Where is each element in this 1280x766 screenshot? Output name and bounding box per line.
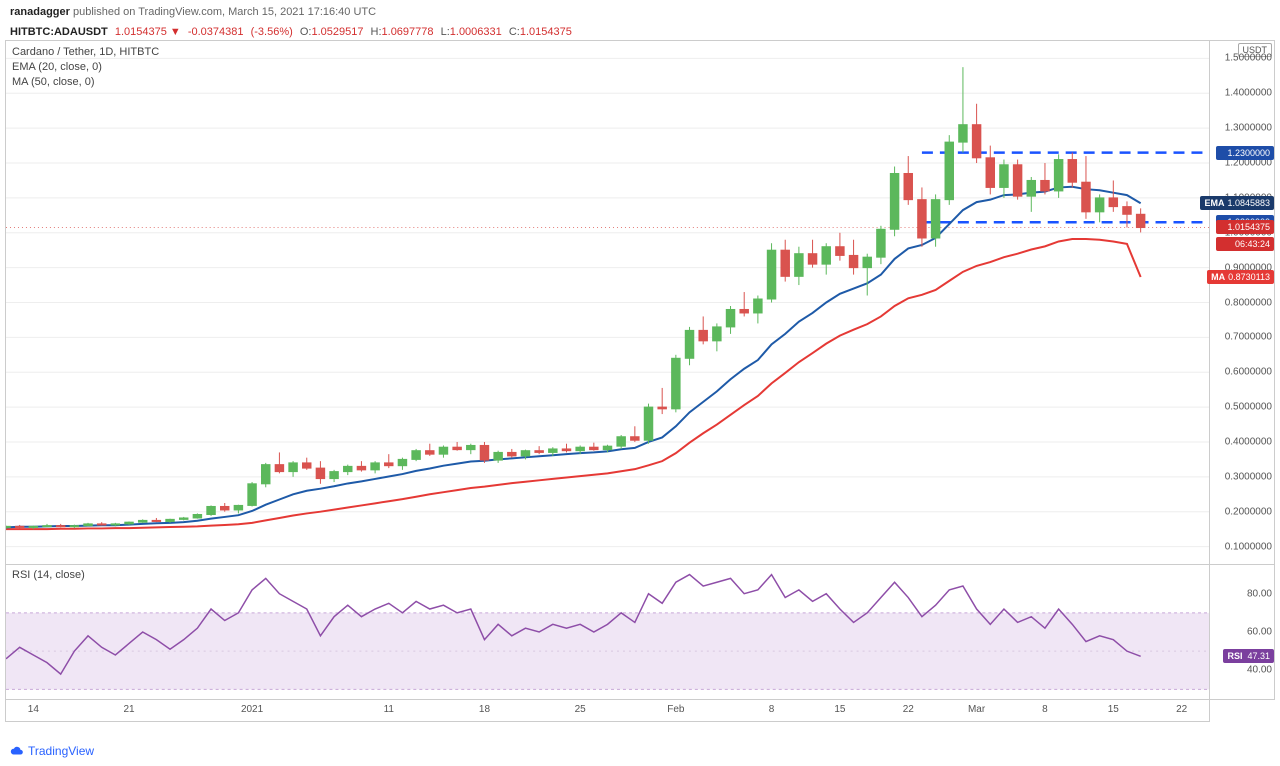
legend-ma: MA (50, close, 0) xyxy=(12,75,159,90)
x-tick-label: Feb xyxy=(667,704,684,715)
x-tick-label: 8 xyxy=(769,704,775,715)
price-tag: EMA1.0845883 xyxy=(1200,196,1274,210)
ticker-change-pct: (-3.56%) xyxy=(251,26,293,38)
x-tick-label: 25 xyxy=(575,704,586,715)
y-tick-label: 1.5000000 xyxy=(1225,53,1272,64)
ohlc-c-label: C: xyxy=(509,26,520,38)
down-arrow-icon: ▼ xyxy=(170,26,181,38)
x-tick-label: 15 xyxy=(1108,704,1119,715)
x-tick-label: 22 xyxy=(903,704,914,715)
ohlc-h-label: H: xyxy=(371,26,382,38)
y-tick-label: 0.5000000 xyxy=(1225,402,1272,413)
price-chart-area[interactable]: Cardano / Tether, 1D, HITBTC EMA (20, cl… xyxy=(6,41,1209,564)
ohlc-l-label: L: xyxy=(441,26,450,38)
ohlc-c: 1.0154375 xyxy=(520,26,572,38)
price-y-axis[interactable]: USDT 0.10000000.20000000.30000000.400000… xyxy=(1209,41,1274,564)
rsi-chart-area[interactable]: RSI (14, close) xyxy=(6,565,1209,699)
timestamp: March 15, 2021 17:16:40 UTC xyxy=(228,6,376,18)
y-tick-label: 0.1000000 xyxy=(1225,541,1272,552)
price-svg xyxy=(6,41,1209,564)
price-chart[interactable]: Cardano / Tether, 1D, HITBTC EMA (20, cl… xyxy=(5,40,1275,565)
tradingview-logo[interactable]: TradingView xyxy=(10,744,94,758)
ohlc-h: 1.0697778 xyxy=(382,26,434,38)
x-tick-label: 15 xyxy=(834,704,845,715)
ohlc-o-label: O: xyxy=(300,26,312,38)
legend-title: Cardano / Tether, 1D, HITBTC xyxy=(12,45,159,60)
ticker-price: 1.0154375 xyxy=(115,26,167,38)
rsi-tick-label: 40.00 xyxy=(1247,665,1272,676)
x-tick-label: 2021 xyxy=(241,704,263,715)
ticker-line: HITBTC:ADAUSDT 1.0154375 ▼ -0.0374381 (-… xyxy=(0,24,1280,40)
time-axis[interactable]: 14 21 2021 11 18 25 Feb 8 15 22 Mar 8 15 22 xyxy=(5,700,1210,722)
ticker-change: -0.0374381 xyxy=(188,26,244,38)
y-tick-label: 1.3000000 xyxy=(1225,123,1272,134)
y-tick-label: 0.7000000 xyxy=(1225,332,1272,343)
ticker-symbol: HITBTC:ADAUSDT xyxy=(10,26,108,38)
rsi-tick-label: 60.00 xyxy=(1247,627,1272,638)
y-tick-label: 0.2000000 xyxy=(1225,506,1272,517)
ohlc-l: 1.0006331 xyxy=(450,26,502,38)
rsi-legend: RSI (14, close) xyxy=(12,569,85,581)
price-tag: 1.0154375 xyxy=(1216,220,1274,234)
x-tick-label: 18 xyxy=(479,704,490,715)
rsi-chart[interactable]: RSI (14, close) 40.00 60.00 80.00 RSI 47.31 xyxy=(5,565,1275,700)
x-tick-label: Mar xyxy=(968,704,985,715)
x-tick-label: 22 xyxy=(1176,704,1187,715)
y-tick-label: 0.4000000 xyxy=(1225,436,1272,447)
y-tick-label: 1.4000000 xyxy=(1225,88,1272,99)
cloud-icon xyxy=(10,744,24,758)
price-tag: 1.2300000 xyxy=(1216,146,1274,160)
rsi-tick-label: 80.00 xyxy=(1247,588,1272,599)
legend-ema: EMA (20, close, 0) xyxy=(12,60,159,75)
rsi-svg xyxy=(6,565,1209,699)
y-tick-label: 0.3000000 xyxy=(1225,471,1272,482)
x-tick-label: 8 xyxy=(1042,704,1048,715)
x-tick-label: 21 xyxy=(123,704,134,715)
price-tag: MA0.8730113 xyxy=(1207,270,1274,284)
x-tick-label: 11 xyxy=(384,704,394,715)
ohlc-o: 1.0529517 xyxy=(311,26,363,38)
brand-text: TradingView xyxy=(28,744,94,758)
author-name: ranadagger xyxy=(10,6,70,18)
rsi-y-axis[interactable]: 40.00 60.00 80.00 RSI 47.31 xyxy=(1209,565,1274,699)
countdown-tag: 06:43:24 xyxy=(1216,237,1274,251)
chart-legend: Cardano / Tether, 1D, HITBTC EMA (20, cl… xyxy=(12,45,159,90)
published-label: published on TradingView.com, xyxy=(73,6,225,18)
y-tick-label: 0.6000000 xyxy=(1225,367,1272,378)
x-tick-label: 14 xyxy=(28,704,39,715)
chart-header: ranadagger published on TradingView.com,… xyxy=(0,0,1280,24)
y-tick-label: 0.8000000 xyxy=(1225,297,1272,308)
rsi-value-tag: RSI 47.31 xyxy=(1223,649,1274,663)
